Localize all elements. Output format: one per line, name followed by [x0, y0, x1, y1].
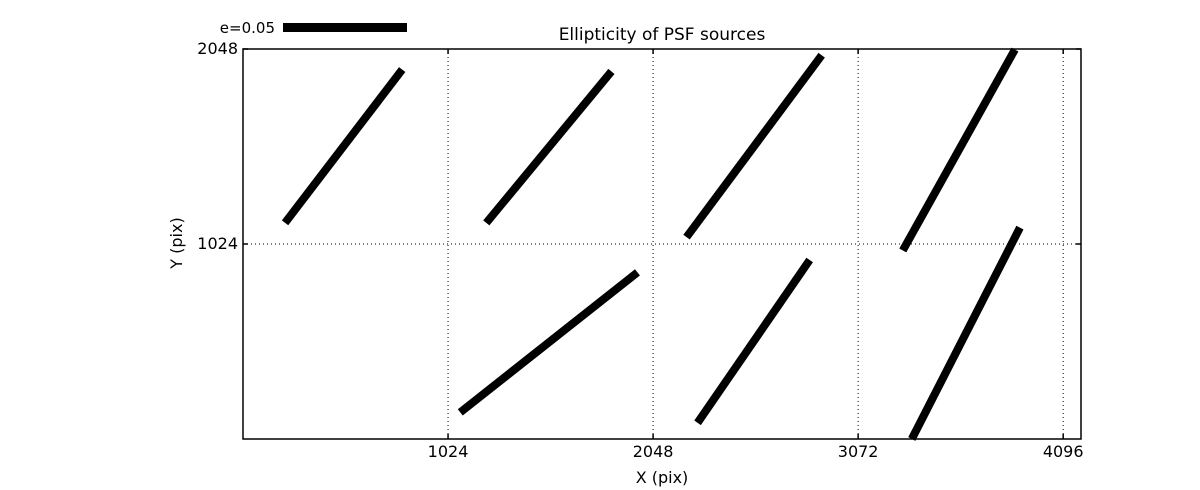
legend-label: e=0.05	[219, 19, 275, 37]
y-tick-label-1024: 1024	[197, 234, 238, 253]
x-tick-label-4096: 4096	[1042, 442, 1084, 461]
whisker-segment-7	[908, 225, 1024, 441]
whisker-segment-1	[281, 67, 406, 226]
x-tick-label-3072: 3072	[837, 442, 879, 461]
x-tick-label-1024: 1024	[427, 442, 469, 461]
whisker-segments	[281, 47, 1024, 441]
plot-border	[242, 48, 1082, 440]
gridlines	[243, 48, 1081, 439]
y-tick-label-2048: 2048	[197, 39, 238, 58]
legend-sample-bar	[283, 23, 407, 32]
whisker-segment-6	[694, 257, 813, 426]
x-axis-label: X (pix)	[635, 468, 689, 487]
whisker-segment-2	[483, 68, 615, 226]
whisker-segment-5	[457, 269, 640, 416]
whisker-segment-3	[683, 52, 825, 240]
chart-title: Ellipticity of PSF sources	[558, 25, 766, 45]
x-tick-label-2048: 2048	[632, 442, 674, 461]
whisker-segment-4	[899, 47, 1019, 253]
